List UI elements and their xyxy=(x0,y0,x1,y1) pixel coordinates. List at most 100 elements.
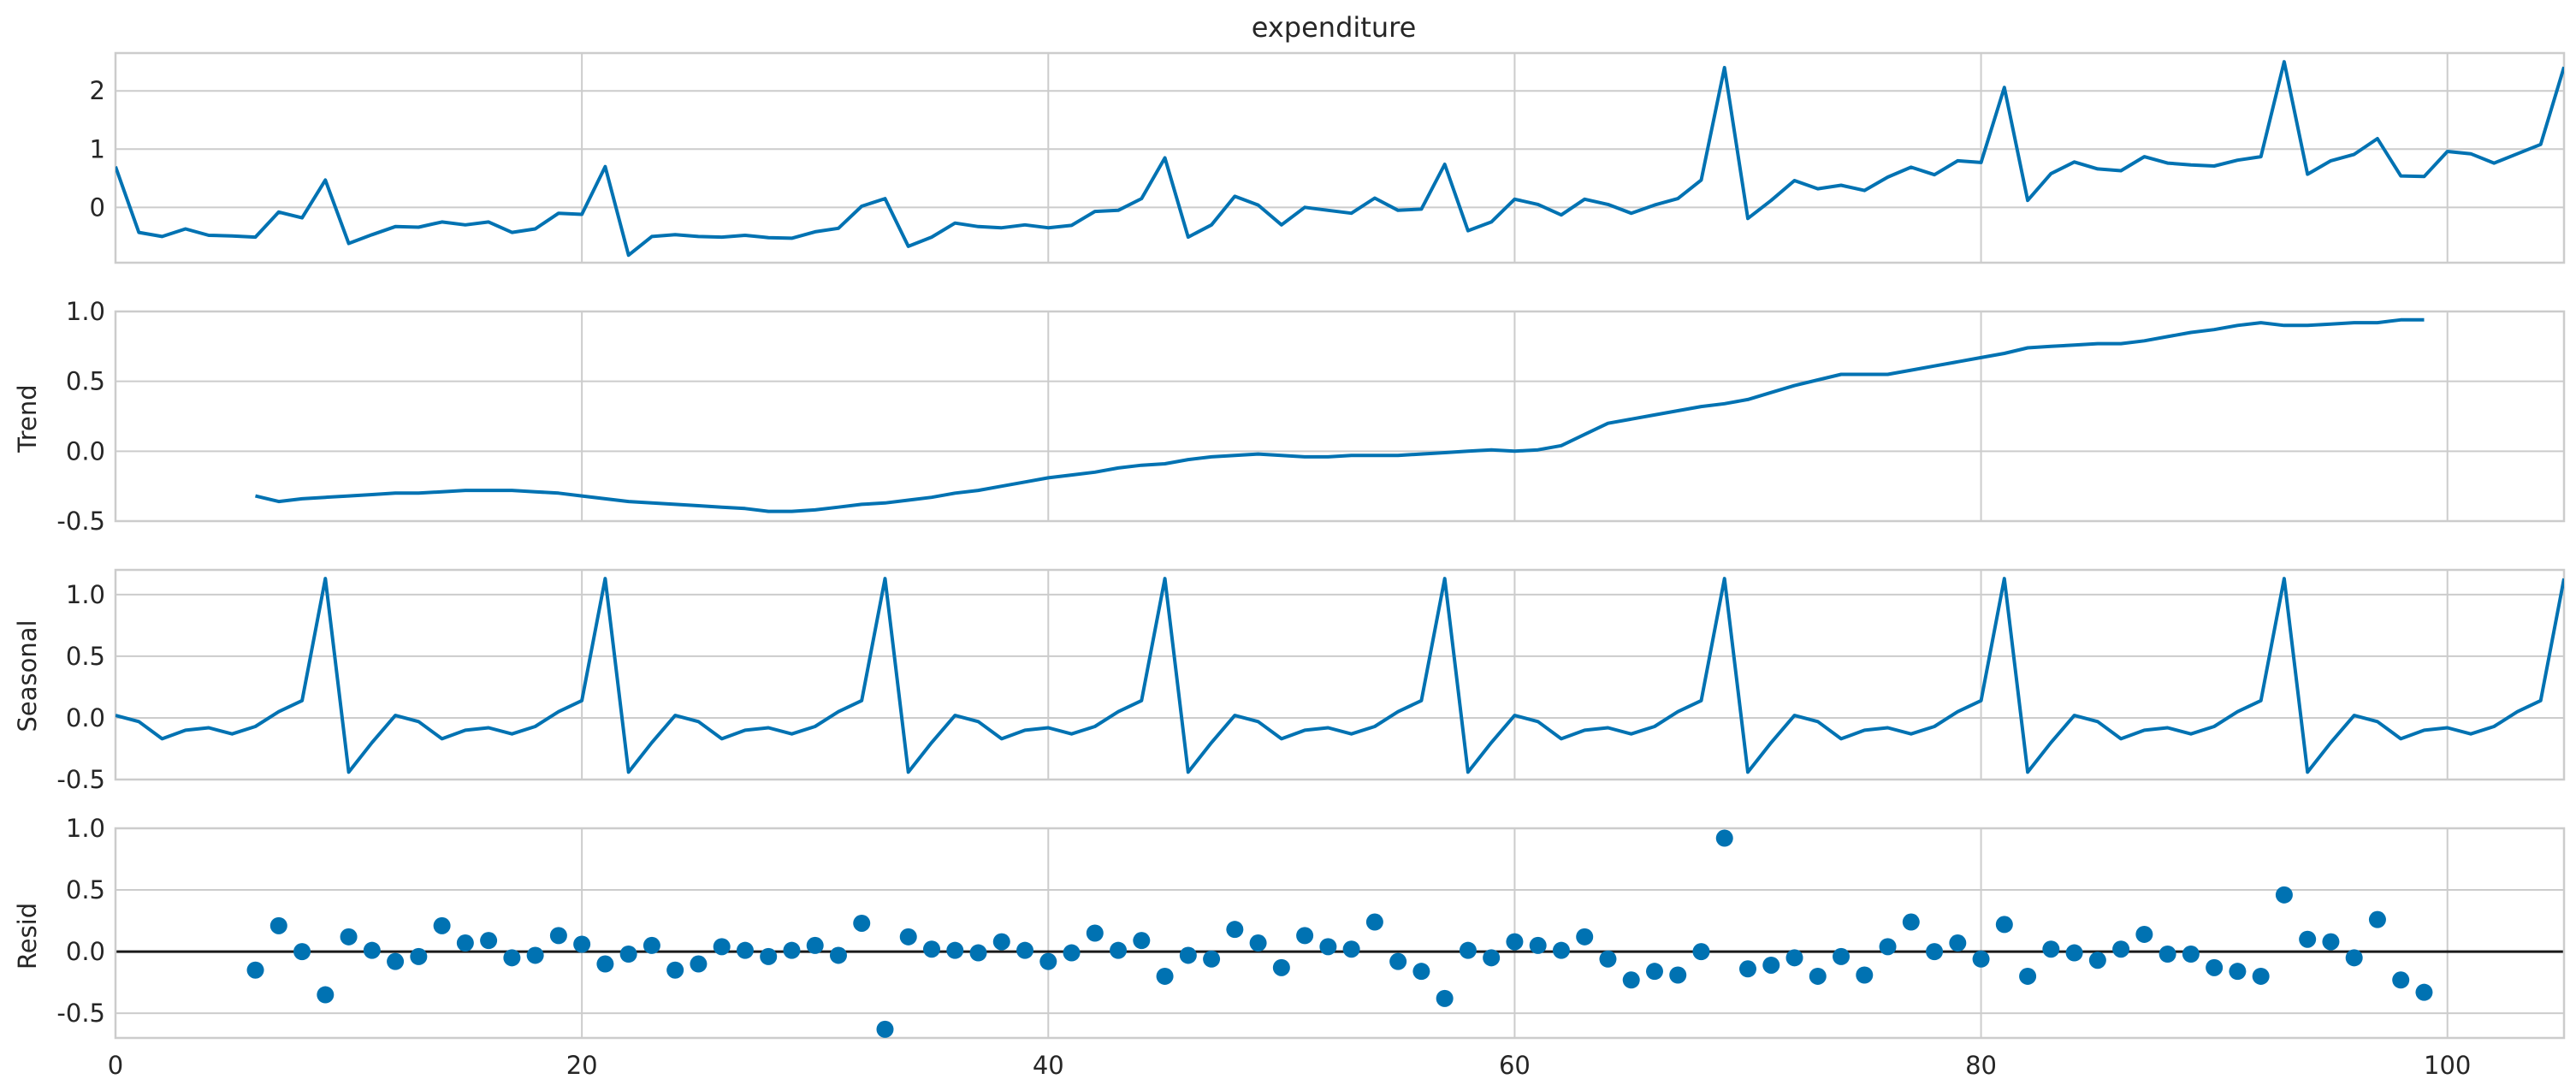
resid-point xyxy=(713,938,731,956)
xtick-label: 80 xyxy=(1965,1051,1997,1080)
resid-point xyxy=(1272,958,1290,976)
resid-point xyxy=(2392,971,2410,989)
resid-point xyxy=(1739,960,1756,978)
resid-point xyxy=(317,986,335,1004)
resid-point xyxy=(596,955,614,973)
trend-ytick-label: 0.5 xyxy=(66,367,105,396)
resid-point xyxy=(1995,916,2013,934)
resid-point xyxy=(1436,989,1454,1007)
expenditure-series-line xyxy=(115,60,2564,258)
resid-point xyxy=(1599,950,1617,968)
resid-point xyxy=(876,1020,894,1038)
resid-point xyxy=(2112,940,2130,958)
resid-point xyxy=(1459,941,1477,959)
expenditure-panel: 0 1 2 xyxy=(90,51,2566,264)
resid-point xyxy=(1226,921,1244,939)
resid-point xyxy=(526,946,544,964)
resid-ytick-label: -0.5 xyxy=(56,999,105,1028)
resid-point xyxy=(2275,886,2293,904)
trend-frame xyxy=(114,310,2566,523)
trend-ytick-label: 0.0 xyxy=(66,436,105,465)
resid-point xyxy=(456,934,474,952)
resid-point xyxy=(1179,946,1197,964)
resid-ytick-label: 0.5 xyxy=(66,875,105,904)
resid-frame xyxy=(114,827,2566,1040)
seasonal-ytick-label: 1.0 xyxy=(66,580,105,609)
resid-point xyxy=(1576,928,1594,946)
resid-point xyxy=(1902,913,1920,931)
seasonal-series-line xyxy=(115,577,2564,774)
resid-point xyxy=(2159,946,2176,963)
resid-ylabel: Resid xyxy=(13,903,42,969)
resid-point xyxy=(340,928,358,946)
chart-title: expenditure xyxy=(1252,11,1417,44)
resid-point xyxy=(2065,944,2083,962)
resid-point xyxy=(1692,943,1710,961)
resid-point xyxy=(1203,950,1221,968)
resid-point xyxy=(643,936,660,954)
resid-point xyxy=(1342,940,1360,958)
resid-point xyxy=(2135,925,2153,943)
resid-ytick-label: 1.0 xyxy=(66,814,105,843)
resid-point xyxy=(2206,958,2224,976)
resid-point xyxy=(1319,938,1337,956)
resid-point xyxy=(503,949,521,967)
trend-ytick-label: -0.5 xyxy=(56,507,105,536)
resid-point xyxy=(246,961,264,979)
resid-point xyxy=(666,961,684,979)
resid-point xyxy=(1856,966,1874,984)
resid-point xyxy=(293,943,311,961)
resid-point xyxy=(2182,946,2200,963)
resid-point xyxy=(2368,910,2386,928)
trend-panel: -0.5 0.0 0.5 1.0 xyxy=(56,297,2566,536)
resid-point xyxy=(2345,949,2363,967)
resid-point xyxy=(2299,930,2317,948)
resid-point xyxy=(1156,967,1174,985)
resid-point xyxy=(1483,949,1501,967)
expenditure-frame xyxy=(114,51,2566,264)
resid-point xyxy=(1552,941,1570,959)
resid-point xyxy=(1110,941,1128,959)
xtick-label: 20 xyxy=(566,1051,598,1080)
expenditure-ytick-label: 0 xyxy=(90,193,105,222)
resid-point xyxy=(2322,933,2340,951)
resid-point xyxy=(760,947,778,965)
trend-data xyxy=(255,317,2425,513)
expenditure-data xyxy=(115,60,2564,258)
resid-point xyxy=(829,946,847,964)
resid-point xyxy=(806,936,824,954)
resid-point xyxy=(946,941,964,959)
resid-point xyxy=(1389,952,1407,970)
resid-point xyxy=(433,916,451,934)
trend-ytick-label: 1.0 xyxy=(66,297,105,326)
panels: 0 1 2 -0.5 0.0 0.5 1.0 -0.5 0.0 0.5 1.0 -0.5 0.0 0.5 1… xyxy=(56,51,2566,1080)
expenditure-ytick-label: 1 xyxy=(90,134,105,163)
resid-point xyxy=(899,928,917,946)
resid-point xyxy=(1133,932,1151,950)
resid-point xyxy=(2229,963,2247,981)
resid-point xyxy=(1412,963,1430,981)
resid-point xyxy=(1926,943,1944,961)
resid-point xyxy=(269,916,287,934)
resid-point xyxy=(923,940,940,958)
resid-point xyxy=(1086,924,1104,942)
resid-point xyxy=(1645,963,1663,981)
resid-point xyxy=(410,947,428,965)
seasonal-frame xyxy=(114,568,2566,781)
resid-point xyxy=(1669,966,1687,984)
resid-point xyxy=(1296,927,1314,945)
resid-point xyxy=(1063,944,1081,962)
resid-point xyxy=(1949,934,1967,952)
resid-point xyxy=(1715,829,1733,847)
trend-series-line xyxy=(255,317,2425,513)
resid-point xyxy=(1365,913,1383,931)
resid-point xyxy=(573,935,591,953)
resid-point xyxy=(549,927,567,945)
resid-point xyxy=(1972,950,1990,968)
resid-point xyxy=(1809,967,1827,985)
resid-point xyxy=(992,933,1010,951)
seasonal-panel: -0.5 0.0 0.5 1.0 xyxy=(56,568,2566,794)
resid-point xyxy=(2252,967,2270,985)
resid-point xyxy=(1249,934,1267,952)
